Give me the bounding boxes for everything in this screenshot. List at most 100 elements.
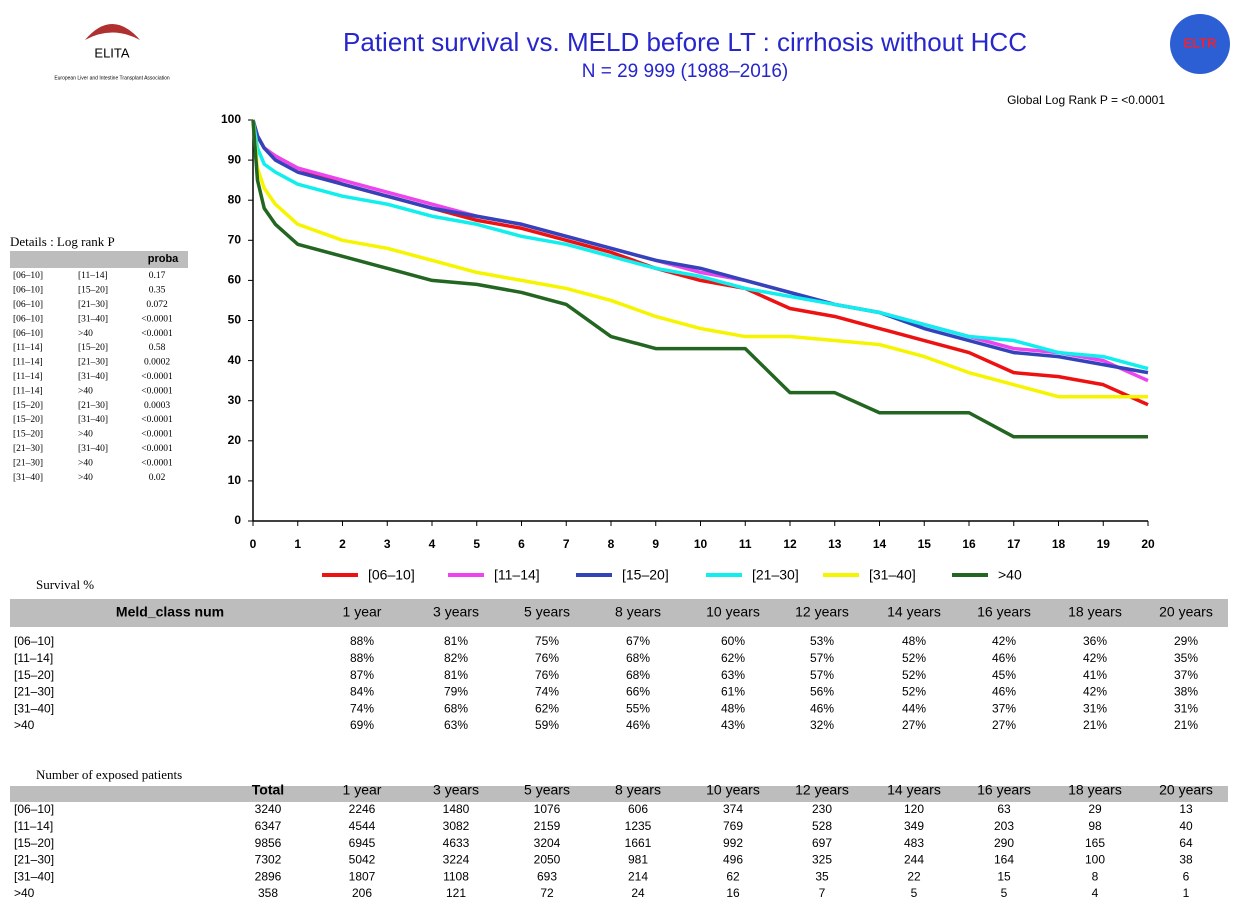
survival-cell: 57%: [810, 651, 834, 665]
survival-cell: 68%: [626, 651, 650, 665]
x-tick-label: 20: [1141, 537, 1155, 551]
exposed-column: 12 years: [795, 782, 849, 798]
annotation: Global Log Rank P = <0.0001: [1007, 93, 1165, 107]
survival-cell: 60%: [721, 634, 745, 648]
y-tick-label: 100: [221, 112, 241, 126]
survival-cell: 37%: [992, 701, 1016, 715]
survival-cell: 42%: [1083, 651, 1107, 665]
details-cell: [11–14]: [78, 271, 108, 281]
details-cell: [11–14]: [13, 386, 43, 396]
exposed-cell: 528: [812, 819, 832, 833]
survival-cell: 46%: [992, 651, 1016, 665]
survival-cell: 84%: [350, 685, 374, 699]
y-tick-label: 80: [228, 192, 242, 206]
exposed-column: 5 years: [524, 782, 570, 798]
details-cell: [06–10]: [13, 329, 43, 339]
y-tick-label: 10: [228, 473, 242, 487]
details-cell: <0.0001: [141, 329, 173, 339]
survival-cell: 36%: [1083, 634, 1107, 648]
details-cell: <0.0001: [141, 458, 173, 468]
x-tick-label: 13: [828, 537, 842, 551]
survival-cell: 66%: [626, 685, 650, 699]
survival-cell: 56%: [810, 685, 834, 699]
survival-cell: 68%: [626, 668, 650, 682]
x-tick-label: 8: [608, 537, 615, 551]
survival-cell: 29%: [1174, 634, 1198, 648]
survival-column: 16 years: [977, 604, 1031, 620]
details-cell: 0.35: [149, 286, 166, 296]
survival-cell: 61%: [721, 685, 745, 699]
exposed-cell: 1807: [349, 869, 376, 883]
exposed-cell: 5: [1001, 886, 1008, 900]
exposed-cell: 3224: [443, 853, 470, 867]
exposed-column: 3 years: [433, 782, 479, 798]
exposed-cell: 38: [1179, 853, 1193, 867]
exposed-cell: 4: [1092, 886, 1099, 900]
x-tick-label: 0: [250, 537, 257, 551]
survival-column: 5 years: [524, 604, 570, 620]
exposed-cell: 72: [540, 886, 554, 900]
survival-column: 12 years: [795, 604, 849, 620]
details-cell: [11–14]: [13, 343, 43, 353]
exposed-cell: >40: [14, 886, 35, 900]
details-cell: [06–10]: [13, 314, 43, 324]
exposed-cell: 8: [1092, 869, 1099, 883]
survival-cell: 67%: [626, 634, 650, 648]
survival-column: 3 years: [433, 604, 479, 620]
logo-shape: [85, 24, 140, 40]
exposed-cell: 2050: [534, 853, 561, 867]
survival-cell: 88%: [350, 634, 374, 648]
y-tick-label: 70: [228, 232, 242, 246]
survival-column: 18 years: [1068, 604, 1122, 620]
exposed-cell: 22: [907, 869, 921, 883]
survival-cell: >40: [14, 718, 35, 732]
survival-column: 14 years: [887, 604, 941, 620]
survival-cell: 74%: [350, 701, 374, 715]
exposed-cell: 3240: [255, 802, 282, 816]
exposed-cell: 992: [723, 836, 743, 850]
exposed-cell: 693: [537, 869, 557, 883]
y-tick-label: 0: [234, 513, 241, 527]
survival-cell: [15–20]: [14, 668, 54, 682]
exposed-cell: 2896: [255, 869, 282, 883]
exposed-cell: 374: [723, 802, 743, 816]
survival-column: 20 years: [1159, 604, 1213, 620]
x-tick-label: 12: [783, 537, 797, 551]
survival-cell: 52%: [902, 685, 926, 699]
exposed-cell: 3082: [443, 819, 470, 833]
survival-cell: 75%: [535, 634, 559, 648]
exposed-cell: 7: [819, 886, 826, 900]
survival-cell: 42%: [1083, 685, 1107, 699]
survival-cell: 63%: [721, 668, 745, 682]
exposed-cell: 1076: [534, 802, 561, 816]
exposed-cell: 214: [628, 869, 648, 883]
survival-cell: 48%: [721, 701, 745, 715]
x-tick-label: 19: [1097, 537, 1111, 551]
survival-cell: [31–40]: [14, 701, 54, 715]
exposed-cell: 325: [812, 853, 832, 867]
exposed-cell: 15: [997, 869, 1011, 883]
survival-line: [251, 119, 1148, 399]
legend-label: [06–10]: [368, 567, 415, 583]
survival-cell: 37%: [1174, 668, 1198, 682]
exposed-cell: 6: [1183, 869, 1190, 883]
details-cell: [31–40]: [78, 314, 108, 324]
y-tick-label: 20: [228, 433, 242, 447]
survival-cell: 42%: [992, 634, 1016, 648]
survival-column: 1 year: [343, 604, 382, 620]
survival-cell: 81%: [444, 668, 468, 682]
survival-cell: 52%: [902, 651, 926, 665]
details-cell: >40: [78, 329, 93, 339]
survival-cell: [06–10]: [14, 634, 54, 648]
details-cell: [11–14]: [13, 372, 43, 382]
x-tick-label: 6: [518, 537, 525, 551]
survival-cell: 74%: [535, 685, 559, 699]
x-tick-label: 15: [918, 537, 932, 551]
details-cell: <0.0001: [141, 430, 173, 440]
survival-cell: 46%: [810, 701, 834, 715]
exposed-header-bar: [10, 786, 1228, 802]
details-cell: [15–20]: [13, 415, 43, 425]
exposed-cell: 16: [726, 886, 740, 900]
exposed-title: Number of exposed patients: [36, 767, 182, 782]
x-tick-label: 3: [384, 537, 391, 551]
